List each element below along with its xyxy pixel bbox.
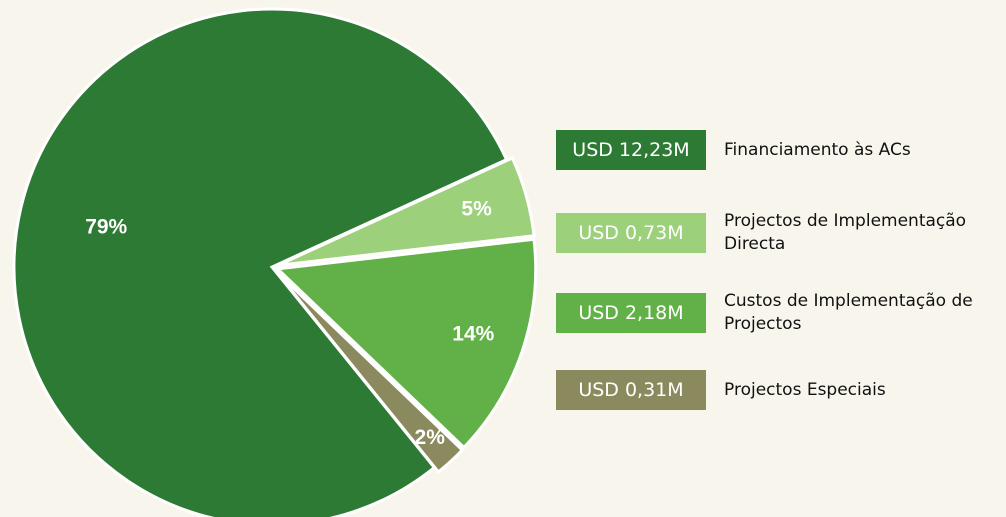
legend-item: USD 0,73M Projectos de Implementação Dire…: [556, 210, 1006, 256]
legend-amount: USD 0,31M: [556, 370, 706, 410]
legend-label: Projectos Especiais: [724, 379, 886, 400]
slice-label: 79%: [85, 216, 127, 239]
legend-amount: USD 12,23M: [556, 130, 706, 170]
legend-item: USD 2,18M Custos de Implementação de Proj…: [556, 290, 1006, 336]
slice-label: 2%: [415, 426, 446, 449]
slice-label: 14%: [452, 322, 494, 345]
legend-label: Custos de Implementação de Projectos: [724, 291, 973, 334]
legend-amount: USD 0,73M: [556, 213, 706, 253]
pie-slice: [12, 7, 509, 517]
pie-slice: [274, 237, 538, 450]
legend-label: Projectos de Implementação Directa: [724, 211, 967, 254]
legend-label: Financiamento às ACs: [724, 139, 911, 160]
legend-item: USD 12,23M Financiamento às ACs: [556, 130, 1006, 170]
legend-item: USD 0,31M Projectos Especiais: [556, 370, 1006, 410]
pie-slice: [277, 155, 536, 267]
slice-label: 5%: [461, 197, 492, 220]
pie-slice: [274, 270, 465, 475]
legend-amount: USD 2,18M: [556, 293, 706, 333]
